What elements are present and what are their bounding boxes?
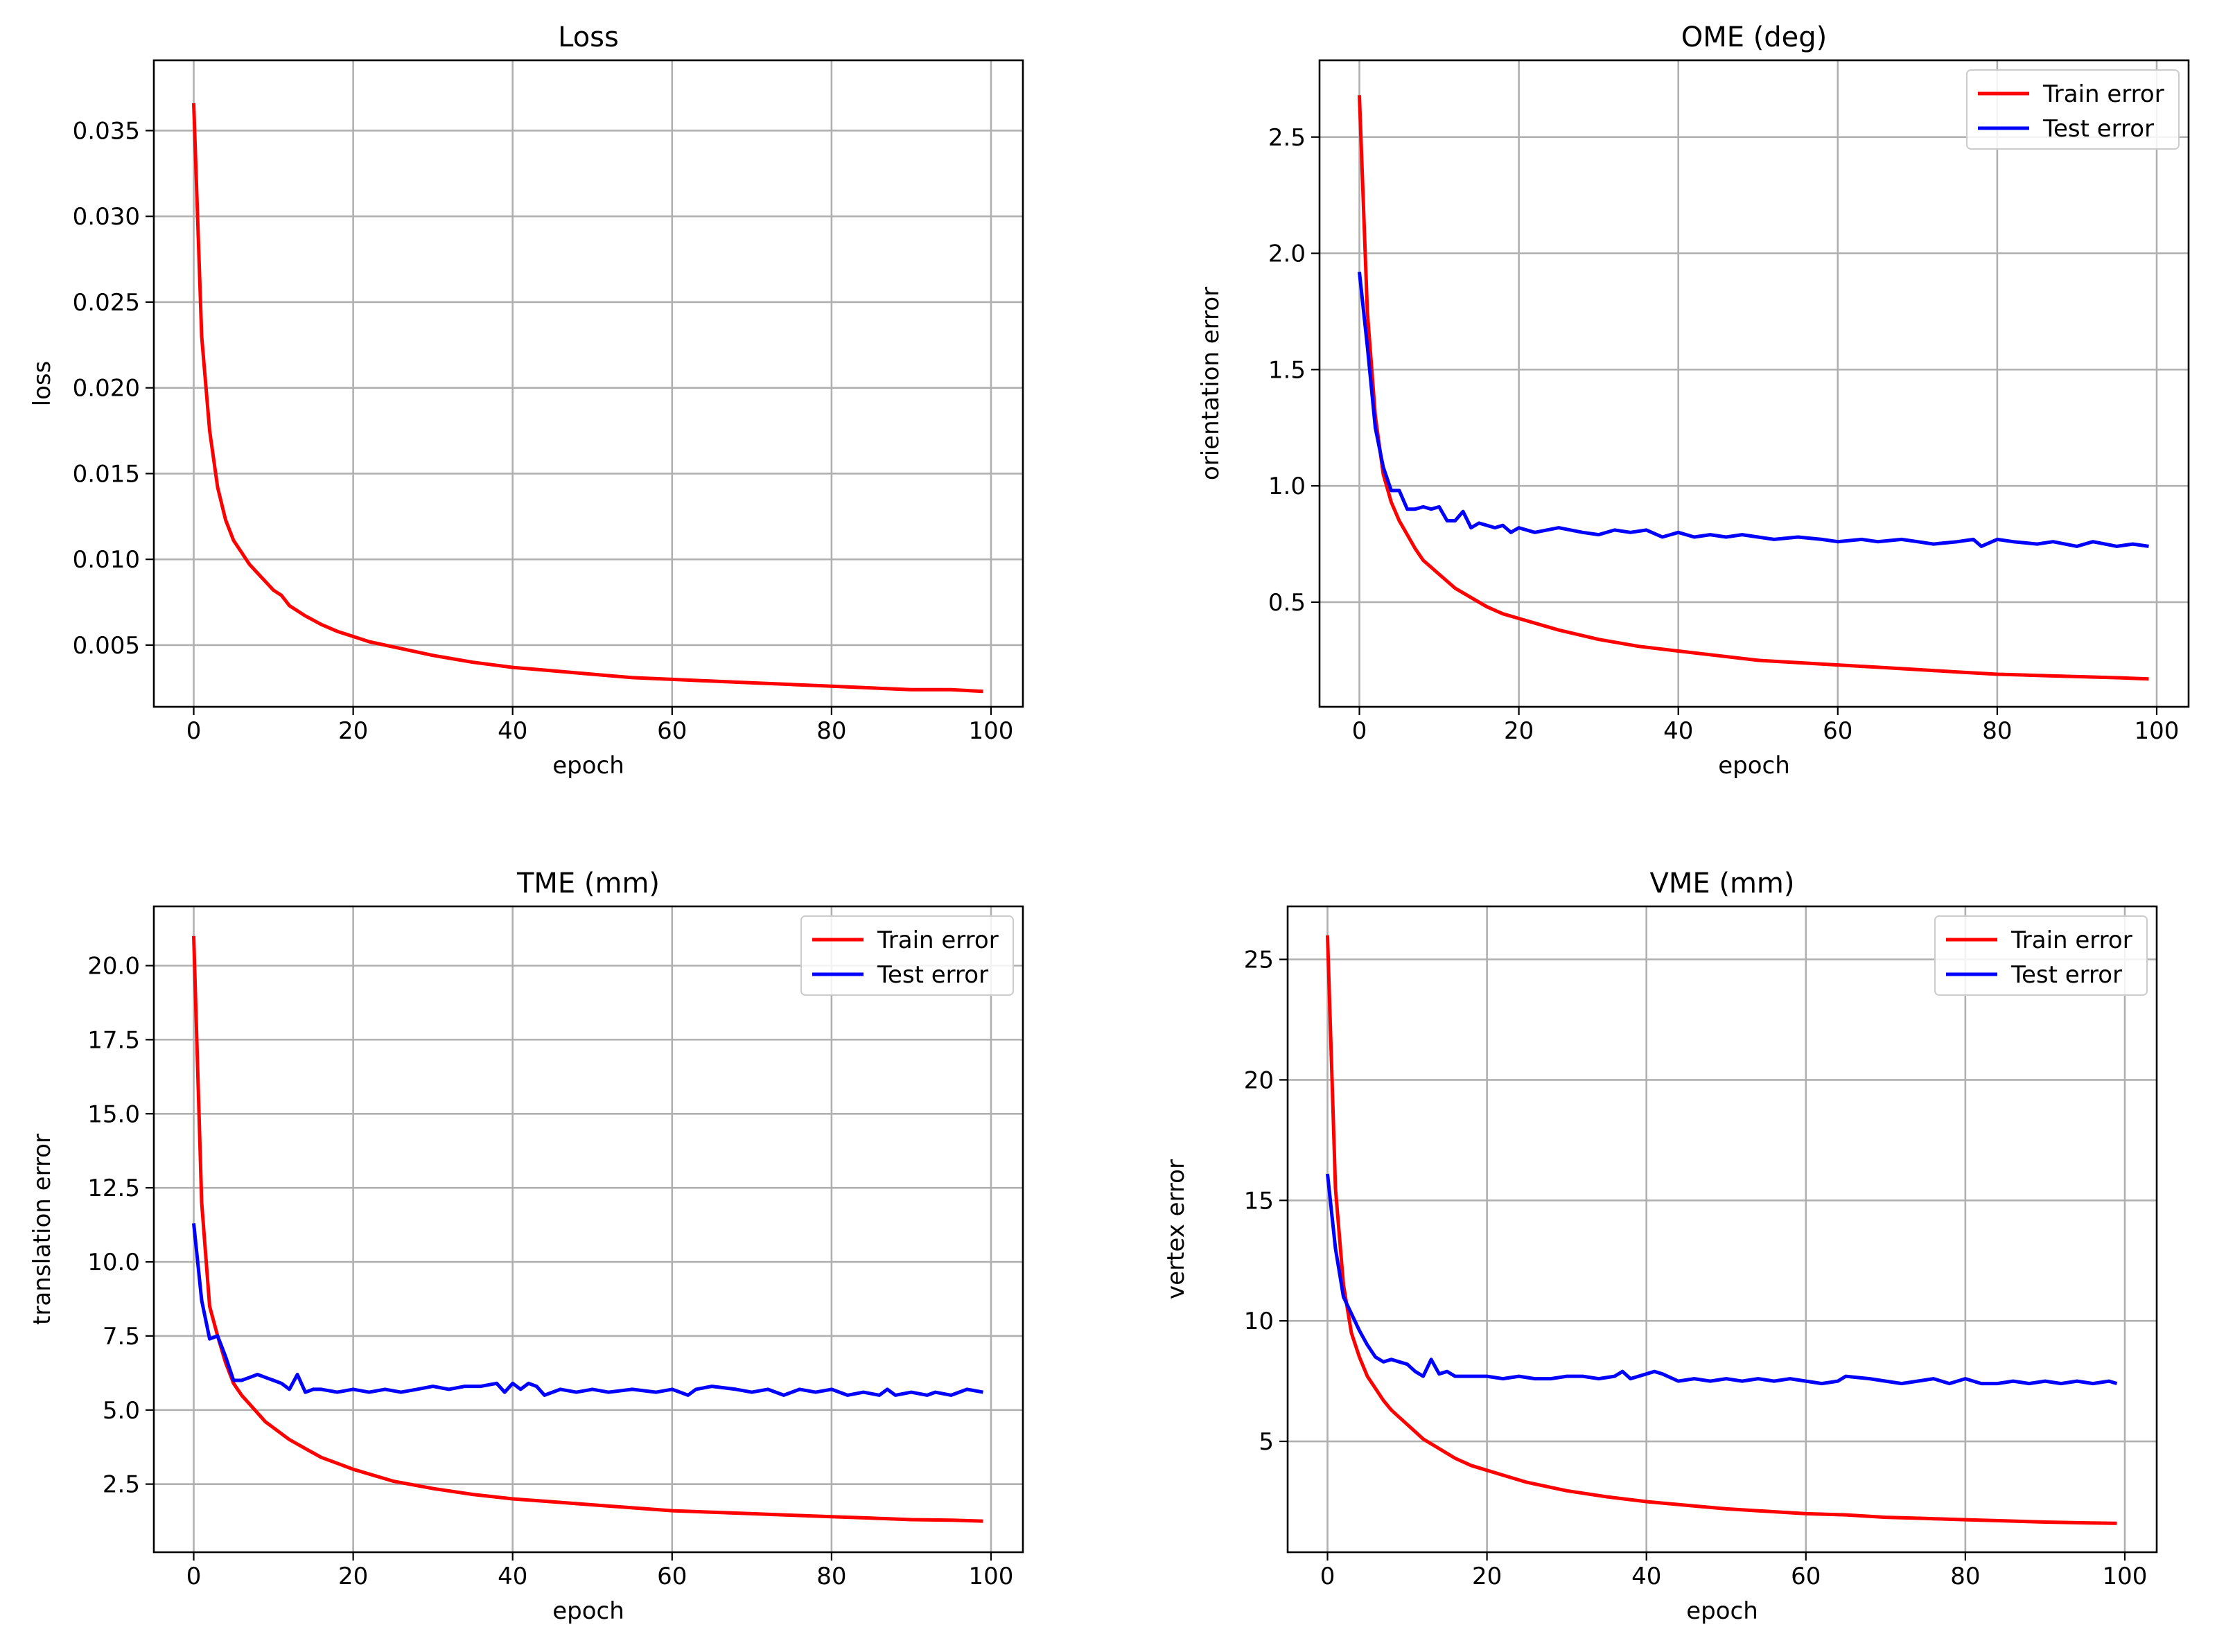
chart-title: Loss [558,21,619,53]
x-tick-label: 40 [498,1563,527,1590]
x-tick-label: 100 [969,717,1014,745]
series-line-test-error [192,1223,983,1397]
x-axis-label: epoch [552,1597,624,1625]
chart-3: 0 20 40 60 80 100 2.5 5.0 7.5 10.0 12.5 15.0 17.5 20.… [28,868,1024,1625]
x-tick-label: 40 [498,717,527,745]
x-tick-label: 100 [969,1563,1014,1590]
x-tick-label: 100 [2135,717,2180,745]
legend: Train error Test error [1966,69,2180,150]
x-tick-label: 60 [1791,1563,1821,1590]
y-tick-label: 0.025 [73,289,140,317]
x-tick-label: 60 [657,717,687,745]
chart-title: TME (mm) [516,868,660,899]
chart-1: 0 20 40 60 80 100 0.005 0.010 0.015 0.020 0.025 0.0… [28,21,1024,780]
y-axis-label: translation error [28,1134,56,1325]
series-line-test-error [1326,1173,2118,1386]
y-tick-label: 5.0 [103,1397,140,1425]
x-tick-label: 20 [1472,1563,1502,1590]
y-tick-label: 5 [1259,1428,1274,1456]
y-tick-label: 7.5 [103,1323,140,1351]
x-axis-label: epoch [1718,752,1790,780]
y-tick-label: 10.0 [87,1249,140,1276]
y-tick-label: 1.5 [1268,356,1306,384]
x-tick-label: 60 [657,1563,687,1590]
y-tick-label: 25 [1244,947,1274,974]
y-tick-label: 0.030 [73,203,140,231]
x-tick-label: 0 [186,717,202,745]
y-tick-label: 0.010 [73,546,140,574]
y-tick-label: 10 [1244,1308,1274,1335]
y-tick-label: 0.020 [73,375,140,403]
x-tick-label: 20 [338,717,368,745]
x-tick-label: 20 [338,1563,368,1590]
x-tick-label: 80 [816,1563,846,1590]
series-line-test-error [1358,272,2149,548]
y-tick-label: 0.5 [1268,589,1306,617]
y-tick-label: 20.0 [87,953,140,981]
x-tick-label: 80 [816,717,846,745]
series-line-train-error [192,103,983,694]
chart-title: OME (deg) [1681,21,1828,53]
legend-label: Train error [2042,80,2164,108]
x-tick-label: 20 [1504,717,1534,745]
y-axis-label: orientation error [1197,287,1225,480]
legend-label: Train error [2010,926,2132,954]
y-tick-label: 1.0 [1268,473,1306,500]
series-line-train-error [1326,935,2117,1525]
x-tick-label: 40 [1663,717,1693,745]
chart-4: 0 20 40 60 80 100 5 10 15 20 25 VME (mm) epoch vertex… [1162,868,2158,1625]
legend: Train error Test error [800,915,1014,996]
y-tick-label: 20 [1244,1066,1274,1094]
x-tick-label: 0 [1320,1563,1335,1590]
legend-label: Test error [2042,115,2154,143]
y-axis-label: loss [28,361,56,407]
x-tick-label: 0 [186,1563,202,1590]
chart-title: VME (mm) [1649,868,1794,899]
legend-label: Test error [877,961,988,989]
y-tick-label: 2.5 [1268,124,1306,152]
axes-frame [1318,59,2190,708]
y-tick-label: 0.005 [73,632,140,660]
series-line-train-error [192,935,983,1523]
y-tick-label: 15.0 [87,1100,140,1128]
y-tick-label: 2.5 [103,1471,140,1499]
axes-frame [152,905,1024,1554]
x-tick-label: 0 [1352,717,1367,745]
x-axis-label: epoch [552,752,624,780]
y-tick-label: 0.015 [73,460,140,488]
axes-frame [152,59,1024,708]
x-tick-label: 80 [1950,1563,1980,1590]
legend-label: Train error [877,926,999,954]
y-axis-label: vertex error [1162,1159,1190,1299]
y-tick-label: 17.5 [87,1026,140,1054]
series-line-train-error [1358,95,2149,681]
legend: Train error Test error [1934,915,2148,996]
chart-2: 0 20 40 60 80 100 0.5 1.0 1.5 2.0 2.5 OME (deg) epoc… [1197,21,2190,780]
y-tick-label: 15 [1244,1187,1274,1215]
x-tick-label: 60 [1823,717,1852,745]
x-axis-label: epoch [1686,1597,1758,1625]
x-tick-label: 80 [1982,717,2012,745]
y-tick-label: 12.5 [87,1175,140,1202]
y-tick-label: 2.0 [1268,240,1306,268]
x-tick-label: 40 [1631,1563,1661,1590]
axes-frame [1286,905,2158,1554]
legend-label: Test error [2010,961,2122,989]
y-tick-label: 0.035 [73,117,140,145]
x-tick-label: 100 [2103,1563,2148,1590]
